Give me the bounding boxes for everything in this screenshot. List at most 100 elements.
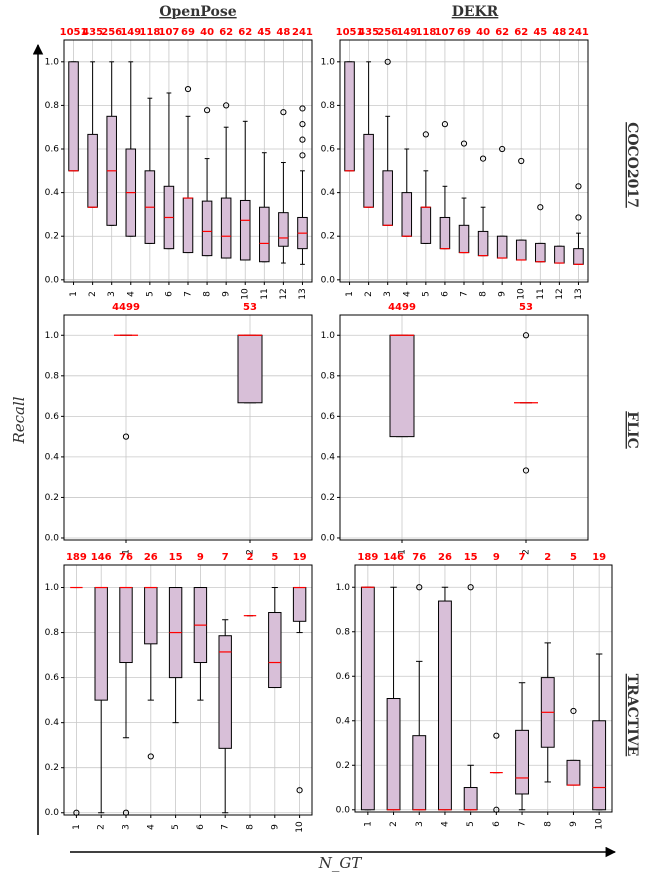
box bbox=[458, 224, 470, 254]
box bbox=[268, 612, 282, 689]
outlier bbox=[441, 121, 449, 128]
row-title: COCO2017 bbox=[624, 122, 640, 208]
x-tick-label: 2 bbox=[364, 291, 374, 297]
panel: 0.0 0.2 0.4 0.6 0.8 1.0 1 4499 2 53 bbox=[45, 302, 313, 555]
x-tick-label: 1 bbox=[122, 549, 132, 555]
box bbox=[382, 170, 393, 226]
x-tick-label: 1 bbox=[345, 291, 355, 297]
box bbox=[239, 199, 251, 261]
y-tick-label: 0.8 bbox=[45, 628, 60, 638]
x-tick-label: 6 bbox=[164, 291, 174, 297]
x-tick-label: 10 bbox=[241, 288, 251, 300]
count-label: 7 bbox=[519, 552, 526, 563]
x-tick-label: 9 bbox=[222, 291, 232, 297]
x-tick-label: 7 bbox=[518, 821, 528, 827]
count-label: 107 bbox=[158, 27, 179, 38]
row-title: TRACTIVE bbox=[624, 674, 640, 757]
box bbox=[592, 720, 607, 811]
y-tick-label: 0.2 bbox=[45, 763, 59, 773]
row-title: FLIC bbox=[624, 411, 640, 448]
outlier bbox=[570, 707, 577, 715]
outlier bbox=[522, 467, 530, 474]
box bbox=[259, 206, 270, 263]
box bbox=[201, 200, 213, 257]
count-label: 62 bbox=[495, 27, 509, 38]
x-tick-label: 3 bbox=[415, 821, 425, 827]
count-label: 189 bbox=[66, 552, 87, 563]
plot-area bbox=[64, 315, 312, 540]
y-tick-label: 1.0 bbox=[45, 583, 60, 593]
y-tick-label: 0.6 bbox=[321, 145, 336, 155]
x-tick-label: 7 bbox=[221, 824, 231, 830]
outlier bbox=[422, 131, 429, 138]
x-tick-label: 10 bbox=[295, 821, 305, 833]
x-axis-label: N_GT bbox=[318, 854, 363, 872]
x-tick-label: 3 bbox=[122, 824, 132, 830]
outlier bbox=[299, 105, 306, 112]
box bbox=[220, 197, 232, 259]
y-tick-label: 0.0 bbox=[45, 808, 60, 818]
y-axis-label: Recall bbox=[10, 396, 28, 444]
x-tick-label: 5 bbox=[145, 291, 155, 297]
count-label: 435 bbox=[82, 27, 103, 38]
y-tick-label: 0.0 bbox=[45, 275, 60, 285]
outlier bbox=[203, 107, 211, 114]
count-label: 241 bbox=[292, 27, 313, 38]
box bbox=[360, 586, 375, 811]
count-label: 5 bbox=[570, 552, 577, 563]
x-tick-label: 1 bbox=[398, 549, 408, 555]
count-label: 69 bbox=[181, 27, 195, 38]
y-tick-label: 0.4 bbox=[45, 188, 60, 198]
x-tick-label: 4 bbox=[126, 291, 136, 297]
count-label: 40 bbox=[200, 27, 214, 38]
count-label: 241 bbox=[568, 27, 589, 38]
y-tick-label: 0.0 bbox=[321, 275, 336, 285]
column-title: OpenPose bbox=[159, 4, 236, 20]
x-tick-label: 5 bbox=[421, 291, 431, 297]
x-tick-label: 11 bbox=[260, 288, 270, 299]
box bbox=[344, 61, 355, 172]
outlier bbox=[299, 121, 306, 128]
x-tick-label: 3 bbox=[383, 291, 393, 297]
outlier bbox=[479, 155, 487, 162]
column-title: DEKR bbox=[452, 4, 499, 20]
count-label: 256 bbox=[101, 27, 122, 38]
outlier bbox=[493, 732, 500, 739]
y-tick-label: 0.2 bbox=[321, 493, 335, 503]
y-tick-label: 0.0 bbox=[321, 533, 336, 543]
x-tick-label: 1 bbox=[69, 291, 79, 297]
y-tick-label: 0.8 bbox=[336, 627, 351, 637]
x-tick-label: 8 bbox=[543, 821, 553, 827]
panel: 0.00.20.40.60.81.01105124353256414951186… bbox=[321, 27, 589, 300]
outlier bbox=[299, 136, 306, 143]
y-tick-label: 0.0 bbox=[336, 805, 351, 815]
count-label: 9 bbox=[197, 552, 204, 563]
count-label: 15 bbox=[464, 552, 478, 563]
count-label: 62 bbox=[514, 27, 528, 38]
x-tick-label: 2 bbox=[97, 824, 107, 830]
x-tick-label: 9 bbox=[270, 824, 280, 830]
x-tick-label: 12 bbox=[279, 288, 289, 299]
count-label: 48 bbox=[276, 27, 290, 38]
box bbox=[119, 587, 133, 664]
y-tick-label: 1.0 bbox=[336, 583, 351, 593]
y-tick-label: 0.4 bbox=[321, 188, 336, 198]
count-label: 76 bbox=[119, 552, 133, 563]
y-tick-label: 0.8 bbox=[45, 101, 60, 111]
count-label: 15 bbox=[169, 552, 183, 563]
count-label: 40 bbox=[476, 27, 490, 38]
x-tick-label: 1 bbox=[363, 821, 373, 827]
x-tick-label: 5 bbox=[466, 821, 476, 827]
y-tick-label: 0.2 bbox=[321, 232, 335, 242]
count-label: 45 bbox=[257, 27, 271, 38]
box bbox=[566, 759, 581, 786]
plot-frame bbox=[63, 564, 313, 816]
y-tick-label: 0.6 bbox=[45, 412, 60, 422]
box bbox=[515, 239, 527, 261]
plot-area bbox=[340, 315, 588, 540]
outlier bbox=[296, 787, 303, 794]
outlier bbox=[299, 152, 306, 159]
x-tick-label: 8 bbox=[246, 824, 256, 830]
count-label: 1051 bbox=[336, 27, 364, 38]
count-label: 146 bbox=[91, 552, 112, 563]
